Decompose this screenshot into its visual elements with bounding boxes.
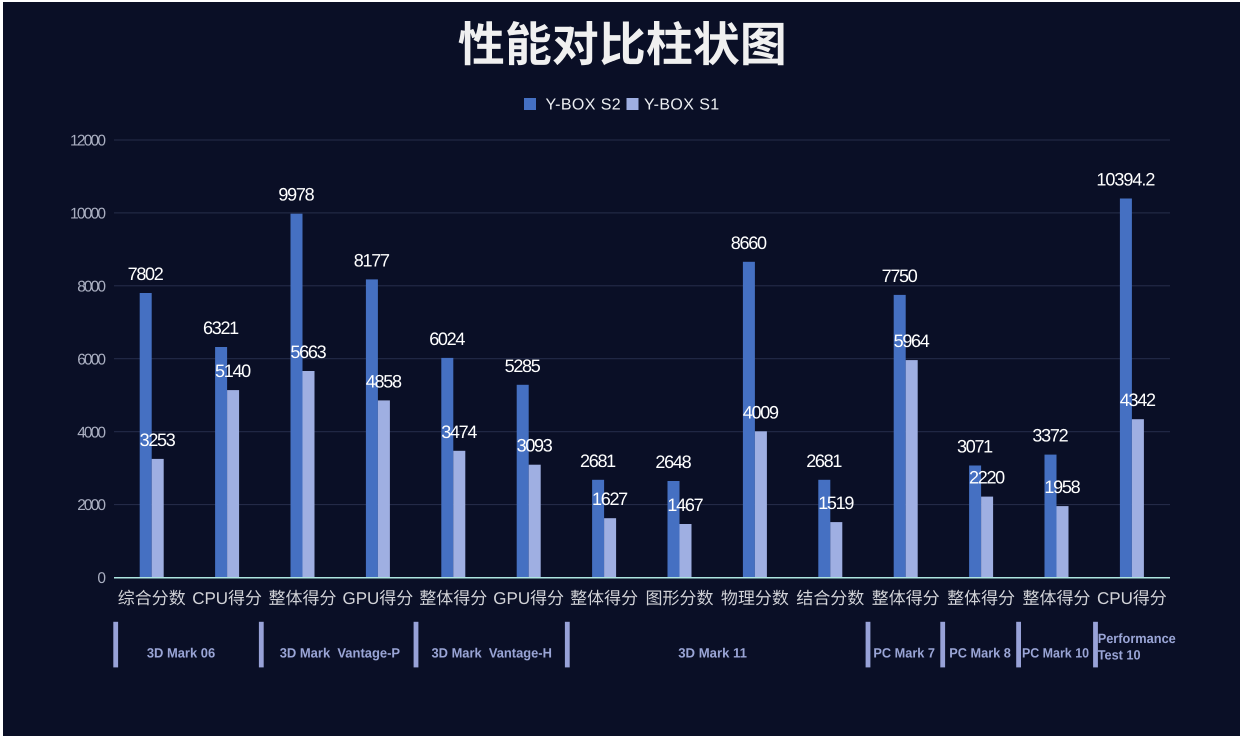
- svg-text:3253: 3253: [140, 430, 176, 450]
- svg-text:7802: 7802: [128, 264, 164, 284]
- svg-text:3474: 3474: [441, 422, 477, 442]
- svg-text:5285: 5285: [505, 356, 541, 376]
- svg-text:8177: 8177: [354, 250, 390, 270]
- svg-text:CPU: CPU: [192, 589, 228, 608]
- svg-text:2648: 2648: [655, 452, 691, 472]
- svg-text:3093: 3093: [517, 436, 553, 456]
- svg-text:2681: 2681: [580, 451, 616, 471]
- svg-text:1467: 1467: [667, 495, 703, 515]
- svg-text:5663: 5663: [290, 342, 326, 362]
- svg-text:4009: 4009: [743, 402, 779, 422]
- svg-text:9978: 9978: [278, 185, 314, 205]
- svg-text:5964: 5964: [894, 331, 930, 351]
- svg-text:1627: 1627: [592, 489, 628, 509]
- svg-text:1958: 1958: [1044, 477, 1080, 497]
- svg-text:3071: 3071: [957, 437, 993, 457]
- svg-text:GPU: GPU: [493, 589, 530, 608]
- svg-text:3D Mark 11: 3D Mark 11: [678, 646, 747, 661]
- svg-text:Y-BOX S1: Y-BOX S1: [644, 97, 719, 114]
- svg-text:10000: 10000: [70, 206, 106, 223]
- svg-text:4858: 4858: [366, 371, 402, 391]
- svg-text:3D Mark Vantage-P: 3D Mark Vantage-P: [280, 646, 400, 661]
- svg-text:2681: 2681: [806, 451, 842, 471]
- svg-text:8000: 8000: [77, 278, 106, 295]
- svg-text:0: 0: [97, 570, 106, 587]
- svg-text:3D Mark Vantage-H: 3D Mark Vantage-H: [432, 646, 552, 661]
- svg-text:6321: 6321: [203, 318, 239, 338]
- svg-text:Y-BOX S2: Y-BOX S2: [546, 97, 621, 114]
- svg-text:10394.2: 10394.2: [1096, 170, 1155, 190]
- svg-text:1519: 1519: [818, 493, 854, 513]
- svg-text:4342: 4342: [1120, 390, 1156, 410]
- svg-text:2220: 2220: [969, 468, 1005, 488]
- svg-text:GPU: GPU: [343, 589, 380, 608]
- svg-text:CPU: CPU: [1097, 589, 1133, 608]
- svg-text:8660: 8660: [731, 233, 767, 253]
- svg-text:Test 10: Test 10: [1098, 648, 1141, 663]
- svg-text:5140: 5140: [215, 361, 251, 381]
- svg-text:Performance: Performance: [1098, 631, 1177, 646]
- svg-text:6024: 6024: [429, 329, 465, 349]
- svg-text:3D Mark 06: 3D Mark 06: [147, 646, 216, 661]
- svg-text:12000: 12000: [70, 133, 106, 150]
- svg-text:PC Mark 7: PC Mark 7: [873, 646, 935, 661]
- svg-text:PC Mark 8: PC Mark 8: [949, 646, 1011, 661]
- svg-text:2000: 2000: [77, 497, 106, 514]
- svg-text:6000: 6000: [77, 351, 106, 368]
- svg-text:3372: 3372: [1032, 426, 1068, 446]
- svg-text:PC Mark 10: PC Mark 10: [1022, 646, 1089, 661]
- svg-text:7750: 7750: [882, 266, 918, 286]
- svg-text:4000: 4000: [77, 424, 106, 441]
